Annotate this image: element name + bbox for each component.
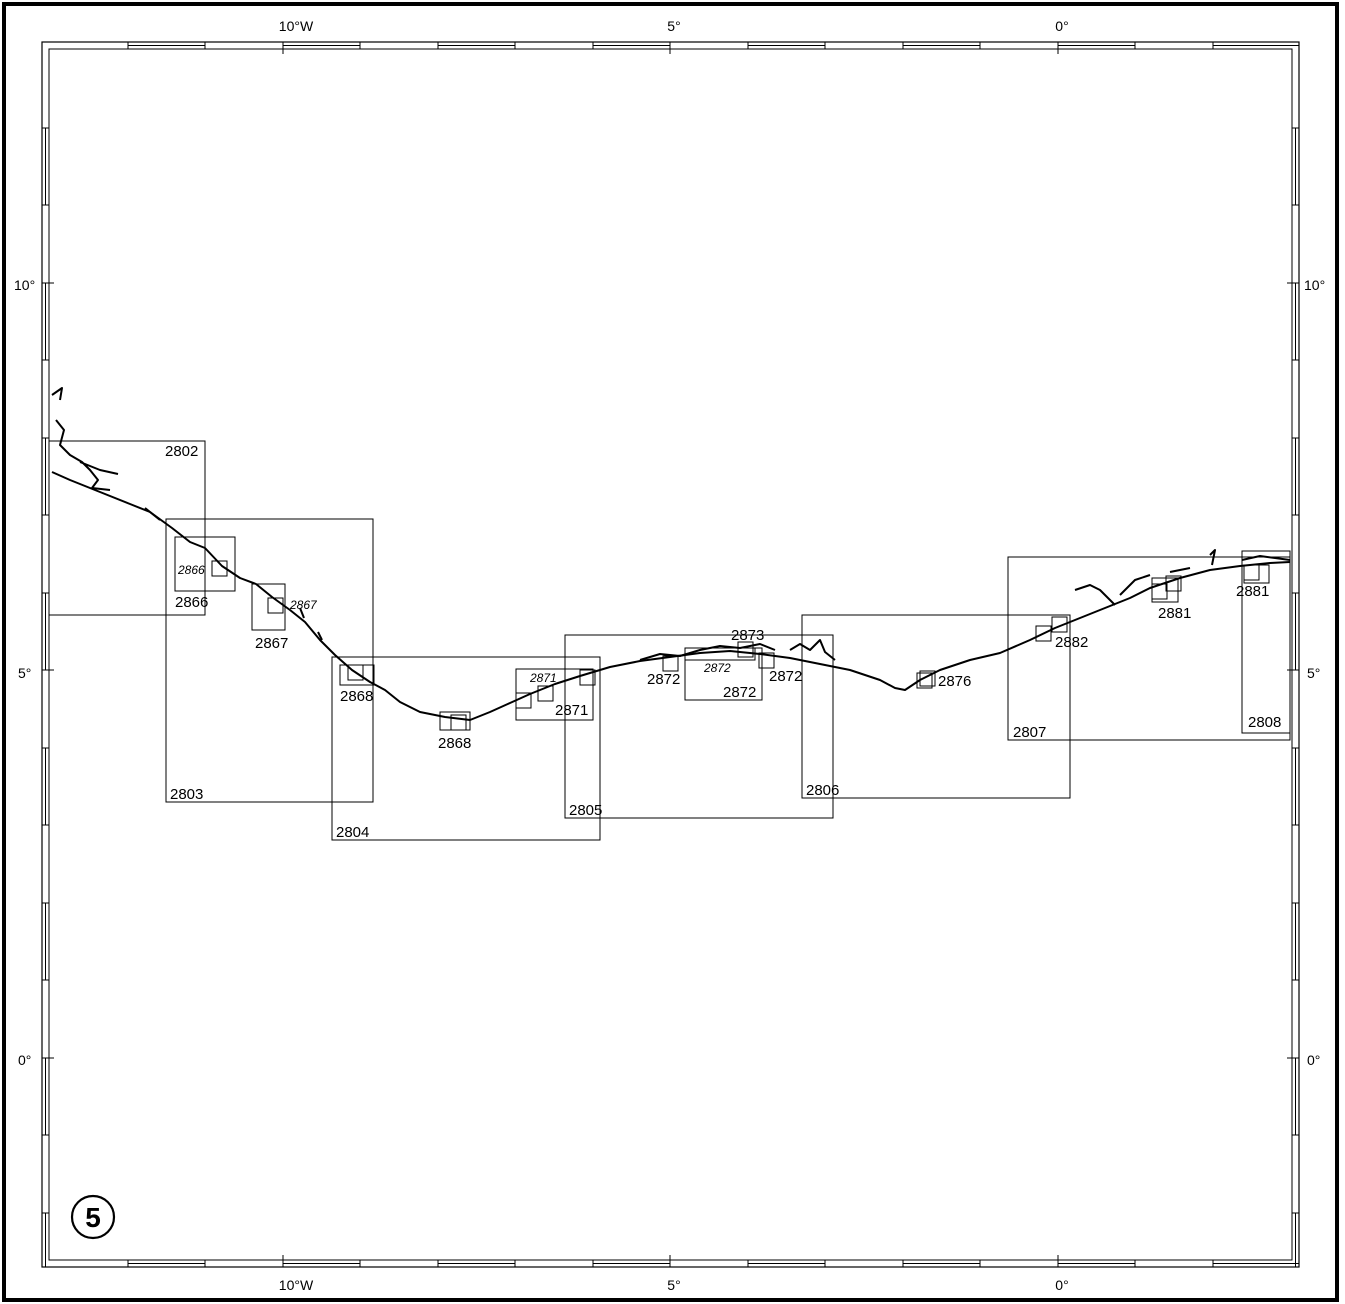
sheet-number-circle [70,1194,116,1240]
right-latitude-labels: 10° 5° 0° [1304,277,1325,1068]
sheet-number-badge: 5 [70,1194,116,1240]
left-lat-label-0: 0° [18,1052,31,1068]
right-lat-label-0: 0° [1307,1052,1320,1068]
chart-label-2881-b: 2881 [1236,583,1269,600]
chart-box-2872-strip [684,647,756,661]
sheet-number: 5 [85,1202,101,1233]
left-lat-label-10: 10° [14,277,35,293]
chart-label-2808: 2808 [1248,714,1281,731]
top-lon-label-5: 5° [667,18,680,34]
left-latitude-labels: 10° 5° 0° [14,277,35,1068]
chart-label-2876: 2876 [938,673,971,690]
top-lon-label-0: 0° [1055,18,1068,34]
chart-box-2867 [251,583,286,631]
chart-label-2866-italic: 2866 [177,563,205,577]
chart-box-2867-inset [267,597,284,614]
bottom-lon-label-10w: 10°W [279,1277,314,1293]
chart-label-2802: 2802 [165,443,198,460]
chart-label-2872-italic: 2872 [703,661,731,675]
chart-label-2872-a: 2872 [647,671,680,688]
chart-label-2868-a: 2868 [340,688,373,705]
chart-box-2873 [737,641,754,658]
chart-label-2871-italic: 2871 [529,671,557,685]
chart-box-2881-a [1151,577,1179,603]
chart-box-2876-a [916,672,933,689]
chart-label-2867: 2867 [255,635,288,652]
chart-label-2871: 2871 [555,702,588,719]
chart-box-2871-inset-a [515,692,532,709]
chart-box-2872-a [662,655,679,672]
chart-box-2882-b [1051,616,1068,633]
chart-box-2868-b-inset [450,714,467,731]
chart-label-2868-b: 2868 [438,735,471,752]
top-lon-label-10w: 10°W [279,18,314,34]
graduated-border [41,41,1300,1268]
chart-label-2806: 2806 [806,782,839,799]
chart-box-2805 [564,634,834,819]
chart-box-2804 [331,656,601,841]
chart-box-2802 [48,440,206,616]
chart-box-2882-a [1035,625,1052,642]
chart-box-2806 [801,614,1071,799]
chart-label-2807: 2807 [1013,724,1046,741]
chart-box-2876-b [919,670,936,687]
chart-box-2881-a-inset2 [1165,575,1182,592]
right-lat-label-10: 10° [1304,277,1325,293]
chart-label-2805: 2805 [569,802,602,819]
bottom-longitude-labels: 10°W 5° 0° [279,1277,1069,1293]
chart-box-2803 [165,518,374,803]
chart-box-2868-a-inset [347,664,364,681]
chart-box-2866 [174,536,236,592]
chart-labels: 2802 2803 2804 2805 2806 2807 2808 2866 … [165,443,1281,841]
chart-label-2866: 2866 [175,594,208,611]
bottom-lon-label-0: 0° [1055,1277,1068,1293]
chart-label-2881-a: 2881 [1158,605,1191,622]
chart-box-2871-inset-c [579,669,596,686]
top-longitude-labels: 10°W 5° 0° [279,18,1069,34]
bottom-lon-label-5: 5° [667,1277,680,1293]
chart-label-2872-b: 2872 [723,684,756,701]
chart-box-2808 [1241,550,1291,734]
chart-label-2872-c: 2872 [769,668,802,685]
chart-label-2873: 2873 [731,627,764,644]
chart-label-2867-italic: 2867 [289,598,318,612]
chart-box-2881-b-inset [1243,564,1260,581]
chart-box-2872-c [758,652,775,669]
chart-boxes [48,440,1291,841]
chart-label-2804: 2804 [336,824,369,841]
chart-box-2866-inset [211,560,228,577]
right-lat-label-5: 5° [1307,665,1320,681]
left-lat-label-5: 5° [18,665,31,681]
chart-label-2803: 2803 [170,786,203,803]
chart-label-2882: 2882 [1055,634,1088,651]
chart-box-2871-inset-b [537,685,554,702]
